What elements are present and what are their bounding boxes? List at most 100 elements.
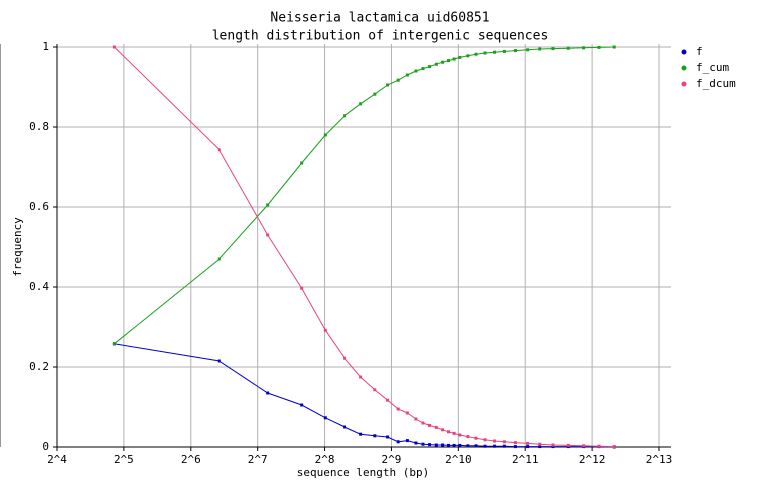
- point: [597, 444, 601, 448]
- x-tick-label: 2^9: [382, 453, 402, 466]
- point: [434, 425, 438, 429]
- point: [428, 65, 432, 69]
- point: [538, 445, 542, 449]
- point: [343, 114, 347, 118]
- series-line: [114, 46, 615, 345]
- y-tick-label: 0.6: [29, 200, 49, 213]
- point: [266, 203, 270, 207]
- point: [421, 442, 425, 446]
- point: [266, 233, 270, 237]
- point: [447, 59, 451, 63]
- y-tick-label: 0.4: [29, 280, 49, 293]
- point: [513, 49, 517, 53]
- point: [447, 430, 451, 434]
- point: [414, 417, 418, 421]
- point: [323, 416, 327, 420]
- point: [428, 443, 432, 447]
- point: [343, 356, 347, 360]
- point: [323, 133, 327, 137]
- point: [551, 443, 555, 447]
- point: [582, 46, 586, 50]
- point: [343, 425, 347, 429]
- chart-subtitle: length distribution of intergenic sequen…: [212, 29, 549, 44]
- point: [452, 431, 456, 435]
- point: [217, 257, 221, 261]
- x-axis-label: sequence length (bp): [297, 466, 429, 479]
- point: [373, 388, 377, 392]
- chart-title: Neisseria lactamica uid60851: [270, 11, 489, 26]
- point: [458, 433, 462, 437]
- y-tick-label: 1: [42, 40, 49, 53]
- point: [493, 50, 497, 54]
- point: [493, 439, 497, 443]
- point: [300, 161, 304, 165]
- point: [266, 391, 270, 395]
- point: [421, 421, 425, 425]
- point: [434, 62, 438, 66]
- point: [551, 445, 555, 449]
- point: [612, 445, 616, 449]
- point: [502, 444, 506, 448]
- point: [359, 375, 363, 379]
- point: [414, 441, 418, 445]
- point: [526, 445, 530, 449]
- point: [441, 428, 445, 432]
- y-tick-label: 0.8: [29, 120, 49, 133]
- point: [513, 445, 517, 449]
- point: [300, 286, 304, 290]
- point: [441, 443, 445, 447]
- x-tick-label: 2^4: [47, 453, 67, 466]
- point: [359, 432, 363, 436]
- point: [551, 47, 555, 51]
- x-tick-label: 2^6: [181, 453, 201, 466]
- legend-marker: [681, 49, 687, 55]
- legend-label: f: [696, 45, 703, 58]
- point: [434, 443, 438, 447]
- point: [441, 60, 445, 64]
- point: [323, 328, 327, 332]
- point: [386, 83, 390, 87]
- x-tick-label: 2^11: [512, 453, 539, 466]
- point: [526, 48, 530, 52]
- x-tick-label: 2^8: [315, 453, 335, 466]
- point: [513, 441, 517, 445]
- point: [112, 45, 116, 49]
- point: [217, 148, 221, 152]
- point: [474, 444, 478, 448]
- legend-marker: [681, 65, 687, 71]
- point: [359, 102, 363, 106]
- point: [421, 67, 425, 71]
- legend-label: f_dcum: [696, 77, 736, 90]
- x-tick-label: 2^10: [445, 453, 472, 466]
- point: [612, 45, 616, 49]
- point: [502, 49, 506, 53]
- point: [474, 436, 478, 440]
- point: [414, 69, 418, 73]
- legend-label: f_cum: [696, 61, 729, 74]
- point: [373, 434, 377, 438]
- point: [597, 45, 601, 49]
- series-line: [114, 343, 615, 448]
- point: [466, 54, 470, 58]
- x-tick-label: 2^5: [114, 453, 134, 466]
- point: [405, 73, 409, 77]
- point: [458, 55, 462, 59]
- x-tick-label: 2^12: [579, 453, 606, 466]
- y-tick-label: 0.2: [29, 360, 49, 373]
- point: [447, 443, 451, 447]
- point: [483, 444, 487, 448]
- y-tick-label: 0: [42, 440, 49, 453]
- x-tick-label: 2^7: [248, 453, 268, 466]
- point: [582, 444, 586, 448]
- point: [566, 443, 570, 447]
- point: [458, 443, 462, 447]
- point: [396, 440, 400, 444]
- point: [502, 440, 506, 444]
- point: [405, 411, 409, 415]
- point: [373, 92, 377, 96]
- point: [452, 57, 456, 61]
- point: [466, 435, 470, 439]
- point: [405, 439, 409, 443]
- point: [493, 444, 497, 448]
